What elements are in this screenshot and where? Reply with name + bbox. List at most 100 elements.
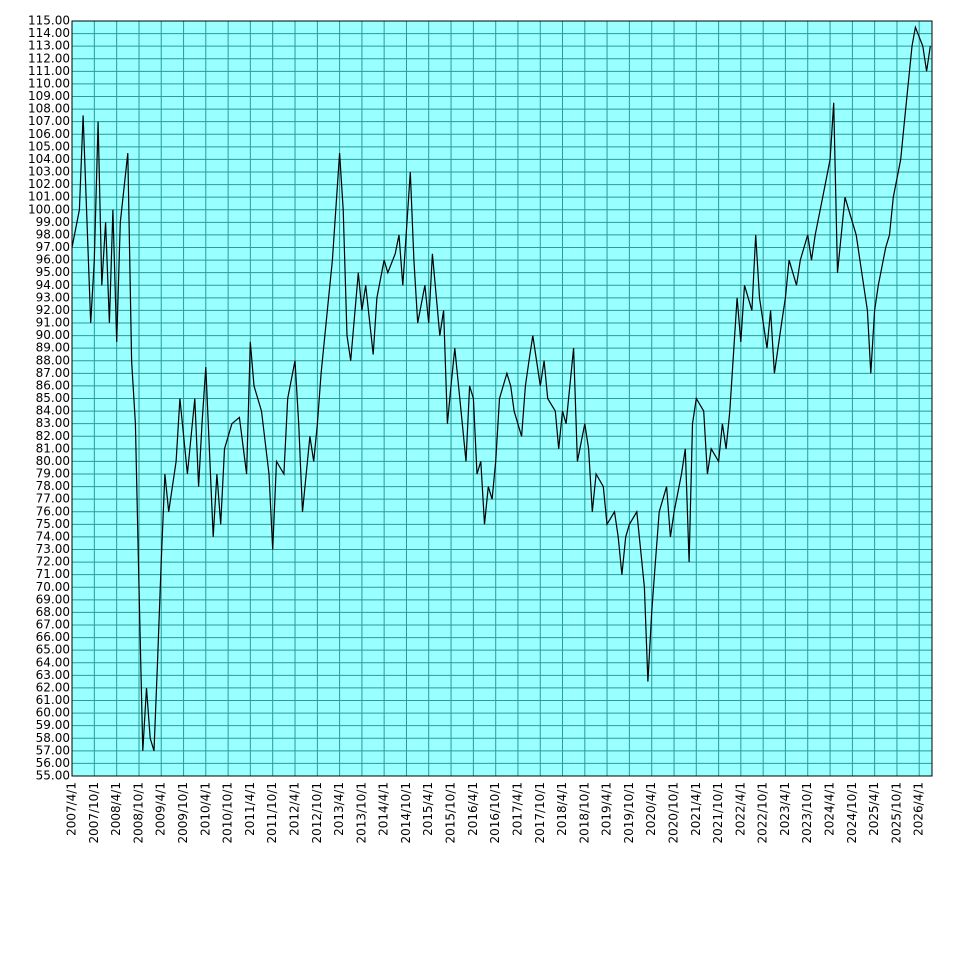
x-tick-label: 2013/10/1 xyxy=(354,782,368,844)
x-tick-label: 2015/4/1 xyxy=(421,782,435,836)
y-tick-label: 89.00 xyxy=(36,341,70,355)
y-tick-label: 106.00 xyxy=(28,127,70,141)
y-tick-label: 72.00 xyxy=(36,555,70,569)
y-tick-label: 83.00 xyxy=(36,416,70,430)
y-tick-label: 101.00 xyxy=(28,190,70,204)
x-tick-label: 2016/10/1 xyxy=(488,782,502,844)
y-tick-label: 75.00 xyxy=(36,517,70,531)
x-tick-label: 2008/10/1 xyxy=(132,782,146,844)
y-tick-label: 88.00 xyxy=(36,353,70,367)
y-tick-label: 95.00 xyxy=(36,265,70,279)
x-tick-label: 2015/10/1 xyxy=(444,782,458,844)
x-tick-label: 2011/10/1 xyxy=(265,782,279,844)
x-tick-label: 2010/10/1 xyxy=(221,782,235,844)
x-tick-label: 2019/4/1 xyxy=(600,782,614,836)
x-tick-label: 2009/10/1 xyxy=(176,782,190,844)
y-tick-label: 79.00 xyxy=(36,467,70,481)
x-tick-label: 2008/4/1 xyxy=(109,782,123,836)
y-tick-label: 76.00 xyxy=(36,504,70,518)
x-tick-label: 2020/10/1 xyxy=(667,782,681,844)
y-tick-label: 107.00 xyxy=(28,114,70,128)
x-tick-label: 2007/4/1 xyxy=(65,782,79,836)
y-tick-label: 78.00 xyxy=(36,479,70,493)
x-tick-label: 2021/4/1 xyxy=(689,782,703,836)
y-tick-label: 80.00 xyxy=(36,454,70,468)
y-tick-label: 55.00 xyxy=(36,769,70,783)
y-tick-label: 62.00 xyxy=(36,680,70,694)
y-tick-label: 114.00 xyxy=(28,26,70,40)
y-tick-label: 69.00 xyxy=(36,592,70,606)
x-tick-label: 2010/4/1 xyxy=(198,782,212,836)
y-tick-label: 73.00 xyxy=(36,542,70,556)
y-tick-label: 68.00 xyxy=(36,605,70,619)
y-tick-label: 85.00 xyxy=(36,391,70,405)
y-tick-label: 57.00 xyxy=(36,743,70,757)
x-tick-label: 2019/10/1 xyxy=(622,782,636,844)
x-tick-label: 2023/10/1 xyxy=(800,782,814,844)
y-tick-label: 105.00 xyxy=(28,139,70,153)
y-tick-label: 67.00 xyxy=(36,618,70,632)
y-tick-label: 94.00 xyxy=(36,278,70,292)
y-tick-label: 61.00 xyxy=(36,693,70,707)
y-tick-label: 93.00 xyxy=(36,290,70,304)
y-tick-label: 56.00 xyxy=(36,756,70,770)
y-tick-label: 86.00 xyxy=(36,378,70,392)
x-tick-label: 2025/10/1 xyxy=(889,782,903,844)
y-tick-label: 115.00 xyxy=(28,14,70,28)
y-tick-label: 59.00 xyxy=(36,718,70,732)
y-tick-label: 110.00 xyxy=(28,76,70,90)
y-tick-label: 66.00 xyxy=(36,630,70,644)
y-tick-label: 65.00 xyxy=(36,643,70,657)
y-tick-label: 58.00 xyxy=(36,731,70,745)
x-tick-label: 2025/4/1 xyxy=(867,782,881,836)
plot-border xyxy=(71,20,933,777)
y-tick-label: 71.00 xyxy=(36,567,70,581)
y-tick-label: 108.00 xyxy=(28,102,70,116)
y-tick-label: 77.00 xyxy=(36,492,70,506)
y-tick-label: 63.00 xyxy=(36,668,70,682)
x-tick-label: 2017/4/1 xyxy=(510,782,524,836)
y-tick-label: 84.00 xyxy=(36,404,70,418)
y-tick-label: 97.00 xyxy=(36,240,70,254)
y-tick-label: 109.00 xyxy=(28,89,70,103)
y-tick-label: 64.00 xyxy=(36,655,70,669)
x-tick-label: 2007/10/1 xyxy=(87,782,101,844)
x-tick-label: 2012/4/1 xyxy=(288,782,302,836)
y-tick-label: 74.00 xyxy=(36,529,70,543)
x-tick-label: 2011/4/1 xyxy=(243,782,257,836)
x-tick-label: 2013/4/1 xyxy=(332,782,346,836)
y-tick-label: 81.00 xyxy=(36,441,70,455)
x-tick-label: 2012/10/1 xyxy=(310,782,324,844)
x-tick-label: 2009/4/1 xyxy=(154,782,168,836)
x-tick-label: 2024/4/1 xyxy=(823,782,837,836)
x-tick-label: 2014/10/1 xyxy=(399,782,413,844)
y-tick-label: 60.00 xyxy=(36,706,70,720)
y-tick-label: 96.00 xyxy=(36,253,70,267)
x-tick-label: 2017/10/1 xyxy=(533,782,547,844)
y-tick-label: 103.00 xyxy=(28,165,70,179)
y-tick-label: 111.00 xyxy=(28,64,70,78)
y-tick-label: 91.00 xyxy=(36,316,70,330)
price-line xyxy=(71,25,931,751)
y-tick-label: 98.00 xyxy=(36,227,70,241)
y-tick-label: 70.00 xyxy=(36,580,70,594)
y-tick-label: 112.00 xyxy=(28,51,70,65)
x-tick-label: 2016/4/1 xyxy=(466,782,480,836)
x-tick-label: 2021/10/1 xyxy=(711,782,725,844)
x-tick-label: 2024/10/1 xyxy=(845,782,859,844)
x-tick-label: 2020/4/1 xyxy=(644,782,658,836)
x-tick-label: 2022/4/1 xyxy=(733,782,747,836)
x-tick-label: 2023/4/1 xyxy=(778,782,792,836)
y-tick-label: 92.00 xyxy=(36,303,70,317)
x-tick-label: 2018/10/1 xyxy=(577,782,591,844)
x-tick-label: 2026/4/1 xyxy=(912,782,926,836)
y-tick-label: 104.00 xyxy=(28,152,70,166)
x-tick-label: 2014/4/1 xyxy=(377,782,391,836)
y-tick-label: 100.00 xyxy=(28,202,70,216)
x-tick-label: 2018/4/1 xyxy=(555,782,569,836)
y-tick-label: 87.00 xyxy=(36,366,70,380)
y-tick-label: 113.00 xyxy=(28,39,70,53)
y-tick-label: 99.00 xyxy=(36,215,70,229)
y-tick-label: 82.00 xyxy=(36,429,70,443)
